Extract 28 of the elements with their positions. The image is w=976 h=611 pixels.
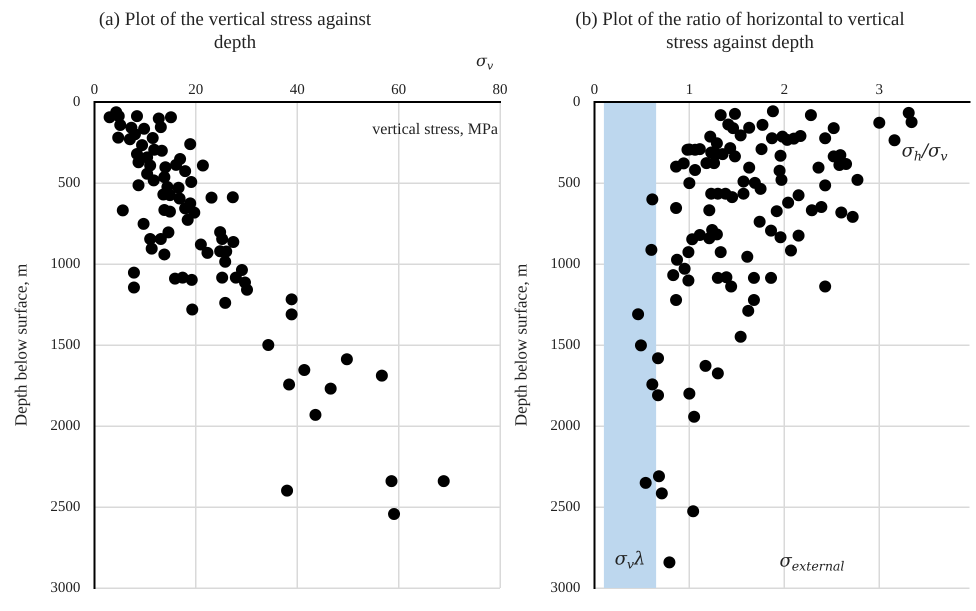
x-tick-label: 40: [290, 82, 305, 98]
x-tick-label: 3: [876, 82, 884, 98]
y-tick-label: 2500: [50, 498, 80, 515]
y-tick-label: 2500: [550, 498, 580, 515]
y-tick-label: 500: [58, 174, 80, 191]
y-tick-label: 0: [572, 94, 580, 110]
y-tick-label: 0: [72, 94, 80, 110]
x-tick-label: 2: [780, 82, 788, 98]
x-tick-label: 1: [686, 82, 694, 98]
y-tick-label: 1500: [50, 336, 80, 353]
x-tick-label: 0: [90, 82, 98, 98]
y-tick-label: 2000: [550, 418, 580, 434]
annotation: vertical stress, MPa: [372, 121, 498, 138]
y-tick-label: 1000: [50, 256, 80, 272]
y-axis-title: Depth below surface, m: [12, 264, 31, 426]
y-tick-label: 500: [558, 174, 580, 191]
y-axis-title: Depth below surface, m: [512, 264, 531, 426]
y-tick-label: 3000: [50, 580, 80, 596]
x-tick-label: 60: [391, 82, 406, 98]
x-tick-label: 20: [188, 82, 204, 98]
x-tick-label: 0: [590, 82, 598, 98]
chart-title: (a) Plot of the vertical stress against depth: [98, 8, 372, 54]
x-tick-label: 80: [492, 82, 508, 98]
y-tick-label: 1500: [550, 336, 580, 353]
y-tick-label: 1000: [550, 256, 580, 272]
chart-title: (b) Plot of the ratio of horizontal to vertical stress against depth: [574, 8, 906, 54]
y-tick-label: 3000: [550, 580, 580, 596]
y-tick-label: 2000: [50, 418, 80, 434]
